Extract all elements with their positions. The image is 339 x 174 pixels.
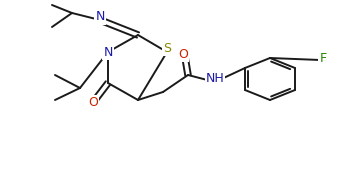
Text: NH: NH	[206, 73, 224, 85]
Text: O: O	[88, 96, 98, 109]
Text: N: N	[103, 45, 113, 58]
Text: N: N	[95, 10, 105, 23]
Text: F: F	[319, 52, 326, 65]
Text: O: O	[178, 48, 188, 61]
Text: S: S	[163, 42, 171, 54]
